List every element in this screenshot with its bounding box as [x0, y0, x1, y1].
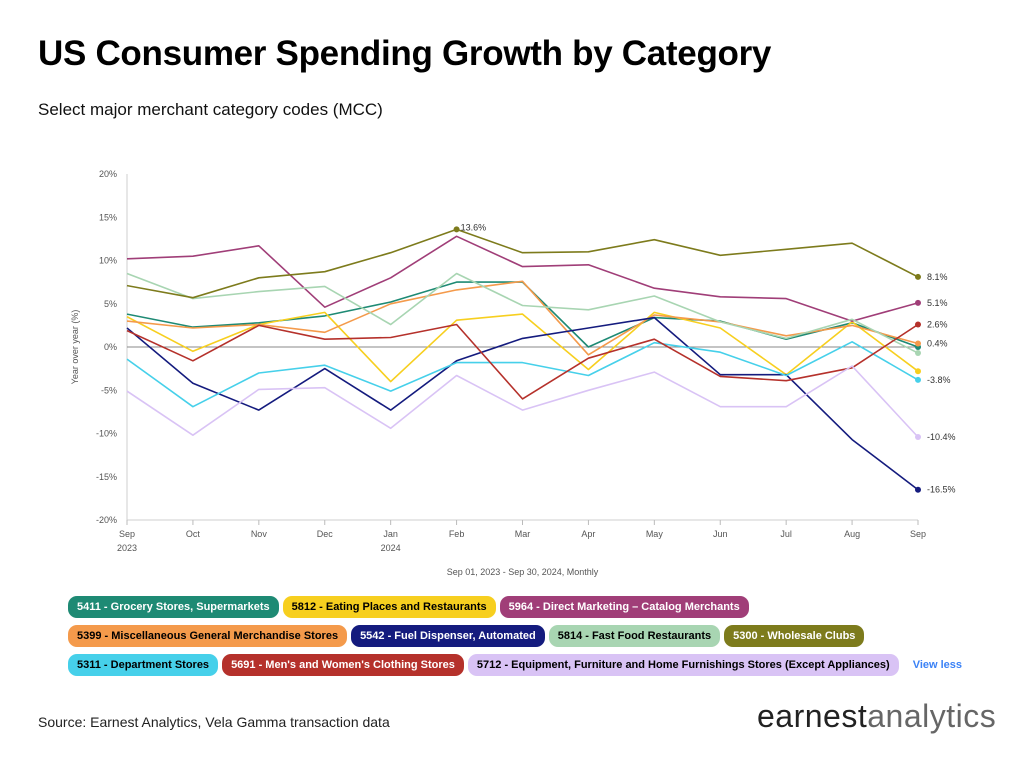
y-tick-label: 0%: [104, 342, 117, 352]
series-line: [126, 316, 919, 491]
series-end-point: [915, 321, 921, 328]
line-chart: 20% 15% 10% 5% 0% -5% -10% -15% -20% Year over ye…: [70, 169, 956, 577]
x-axis-label: Sep 01, 2023 - Sep 30, 2024, Monthly: [447, 567, 599, 577]
view-less-link[interactable]: View less: [912, 659, 963, 671]
series-end-label: -3.8%: [927, 375, 951, 385]
x-tick-label: Aug: [844, 529, 860, 539]
legend-item[interactable]: 5712 - Equipment, Furniture and Home Fur…: [467, 654, 899, 676]
series-line: [126, 228, 919, 299]
x-tick-label: May: [646, 529, 664, 539]
chart-subtitle: Select major merchant category codes (MC…: [38, 100, 383, 119]
series-line: [126, 280, 919, 356]
series-end-label: 8.1%: [927, 272, 948, 282]
series-line: [126, 340, 919, 408]
y-tick-label: -15%: [96, 472, 117, 482]
series-line: [126, 323, 919, 400]
series-end-point: [915, 273, 921, 280]
x-tick-label: Sep: [119, 529, 135, 539]
series-end-point: [915, 340, 921, 347]
x-tick-label: Jul: [780, 529, 792, 539]
legend-item[interactable]: 5964 - Direct Marketing – Catalog Mercha…: [499, 596, 749, 618]
series-end-label: -16.5%: [927, 485, 956, 495]
logo-part-earnest: earnest: [757, 698, 868, 734]
source-note: Source: Earnest Analytics, Vela Gamma tr…: [38, 714, 390, 730]
legend-row-2: 5399 - Miscellaneous General Merchandise…: [68, 625, 968, 647]
x-tick-label: Dec: [317, 529, 334, 539]
legend-item[interactable]: 5411 - Grocery Stores, Supermarkets: [68, 596, 279, 618]
y-tick-label: -5%: [101, 385, 117, 395]
x-tick-year-label: 2023: [117, 543, 137, 553]
legend-row-1: 5411 - Grocery Stores, Supermarkets 5812 …: [68, 596, 968, 618]
peak-label: 13.6%: [461, 222, 487, 232]
legend-item[interactable]: 5399 - Miscellaneous General Merchandise…: [68, 625, 348, 647]
legend-item[interactable]: 5542 - Fuel Dispenser, Automated: [351, 625, 545, 647]
series-end-point: [915, 433, 921, 440]
x-tick-label: Mar: [515, 529, 531, 539]
y-tick-label: -10%: [96, 429, 117, 439]
series-end-point: [915, 350, 921, 357]
x-tick-label: Sep: [910, 529, 926, 539]
x-tick-label: Oct: [186, 529, 201, 539]
logo-part-analytics: analytics: [867, 698, 997, 734]
legend-item[interactable]: 5814 - Fast Food Restaurants: [548, 625, 721, 647]
legend-item[interactable]: 5300 - Wholesale Clubs: [724, 625, 865, 647]
legend-item[interactable]: 5812 - Eating Places and Restaurants: [282, 596, 496, 618]
earnest-analytics-logo: earnestanalytics: [757, 698, 996, 735]
series-end-point: [915, 368, 921, 375]
series-end-label: -10.4%: [927, 432, 956, 442]
x-tick-year-label: 2024: [381, 543, 401, 553]
x-tick-label: Nov: [251, 529, 268, 539]
series-end-point: [915, 299, 921, 306]
series-end-label: 2.6%: [927, 320, 948, 330]
series-end-label: 0.4%: [927, 339, 948, 349]
y-tick-label: 20%: [99, 169, 117, 179]
series-line: [126, 235, 919, 322]
series-line: [126, 365, 919, 438]
y-axis-label: Year over year (%): [70, 310, 80, 385]
series-end-label: 5.1%: [927, 298, 948, 308]
y-tick-label: -20%: [96, 515, 117, 525]
x-tick-label: Apr: [581, 529, 595, 539]
x-tick-label: Jan: [383, 529, 398, 539]
series-line: [126, 272, 919, 354]
chart-legend: 5411 - Grocery Stores, Supermarkets 5812 …: [68, 596, 968, 683]
x-tick-label: Jun: [713, 529, 728, 539]
y-tick-label: 10%: [99, 256, 117, 266]
peak-point: [453, 226, 460, 233]
series-end-point: [915, 486, 921, 493]
y-tick-label: 5%: [104, 299, 117, 309]
x-tick-label: Feb: [449, 529, 465, 539]
legend-row-3: 5311 - Department Stores 5691 - Men's and…: [68, 654, 968, 676]
chart-title: US Consumer Spending Growth by Category: [38, 34, 772, 73]
y-tick-label: 15%: [99, 212, 117, 222]
legend-item[interactable]: 5311 - Department Stores: [68, 654, 219, 676]
legend-item[interactable]: 5691 - Men's and Women's Clothing Stores: [222, 654, 464, 676]
series-end-point: [915, 376, 921, 383]
